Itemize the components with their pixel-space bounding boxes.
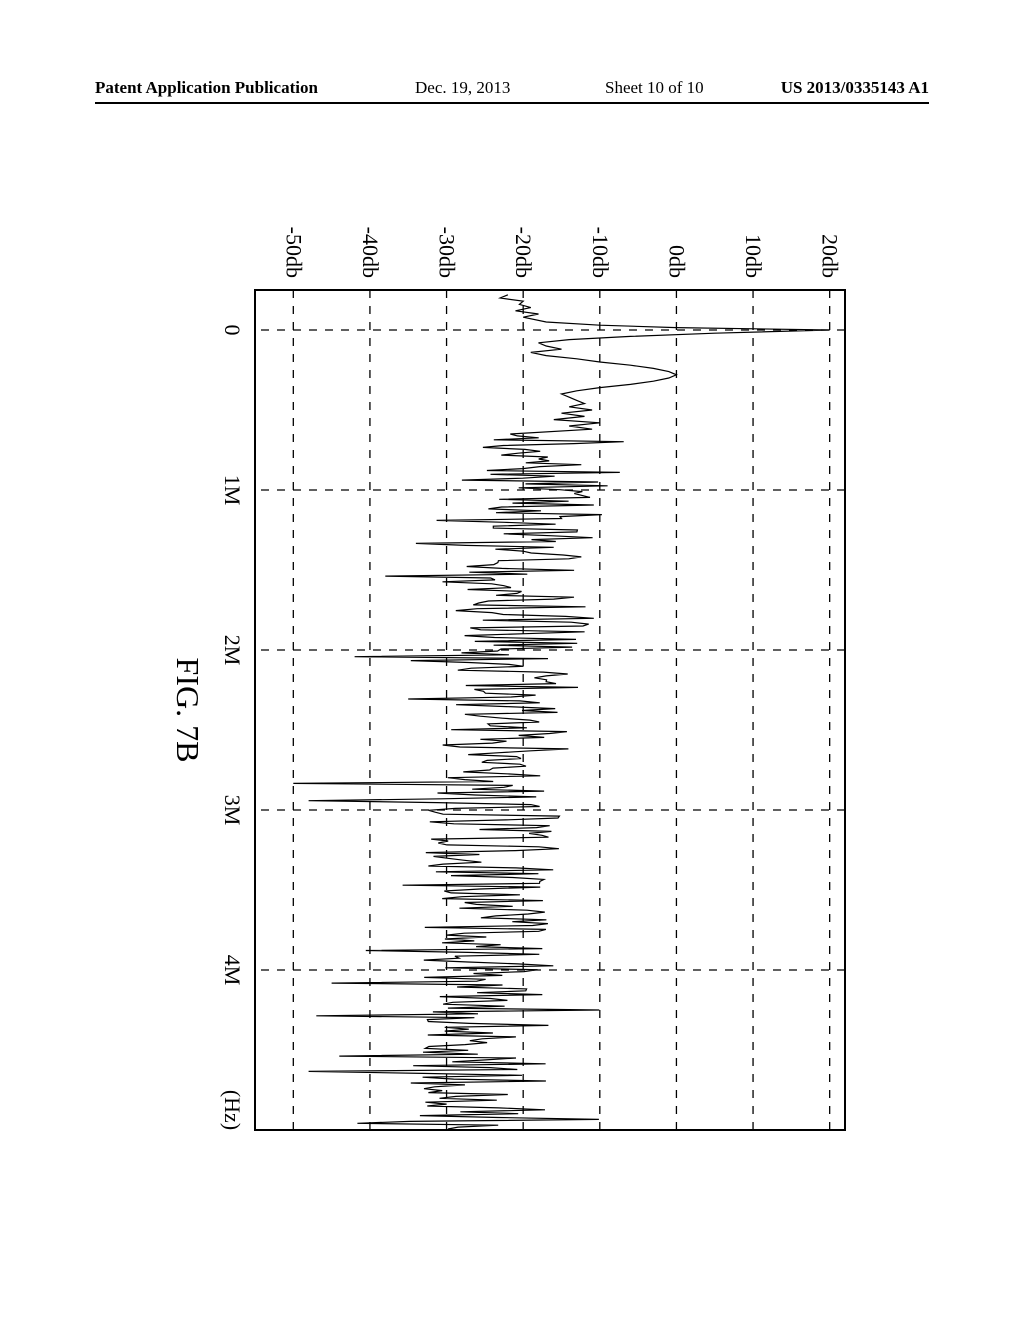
chart-svg: 20db 10db 0db -10db -20db -30db -40db -50db 0 1M 2… <box>160 180 860 1180</box>
page-header: Patent Application Publication Dec. 19, … <box>95 78 929 98</box>
header-date: Dec. 19, 2013 <box>415 78 510 98</box>
x-tick-label: 3M <box>220 795 245 826</box>
patent-page: Patent Application Publication Dec. 19, … <box>0 0 1024 1320</box>
header-title: Patent Application Publication <box>95 78 318 97</box>
header-pubno: US 2013/0335143 A1 <box>781 78 929 98</box>
y-tick-label: 10db <box>741 234 766 278</box>
y-tick-label: -30db <box>435 227 460 278</box>
x-unit-label: (Hz) <box>220 1090 245 1130</box>
plot-border <box>255 290 845 1130</box>
header-rule <box>95 102 929 104</box>
x-tick-label: 4M <box>220 955 245 986</box>
figure-area: 20db 10db 0db -10db -20db -30db -40db -50db 0 1M 2… <box>150 160 870 1190</box>
y-tick-label: -50db <box>281 227 306 278</box>
x-tick-label: 2M <box>220 635 245 666</box>
figure-caption: FIG. 7B <box>170 658 206 763</box>
x-tick-label: 0 <box>220 325 245 336</box>
x-tick-label: 1M <box>220 475 245 506</box>
spectrum-chart: 20db 10db 0db -10db -20db -30db -40db -50db 0 1M 2… <box>160 180 860 1180</box>
header-sheet: Sheet 10 of 10 <box>605 78 704 98</box>
y-tick-label: 0db <box>664 245 689 278</box>
y-tick-label: 20db <box>818 234 843 278</box>
y-tick-label: -10db <box>588 227 613 278</box>
y-tick-label: -20db <box>511 227 536 278</box>
y-tick-label: -40db <box>358 227 383 278</box>
